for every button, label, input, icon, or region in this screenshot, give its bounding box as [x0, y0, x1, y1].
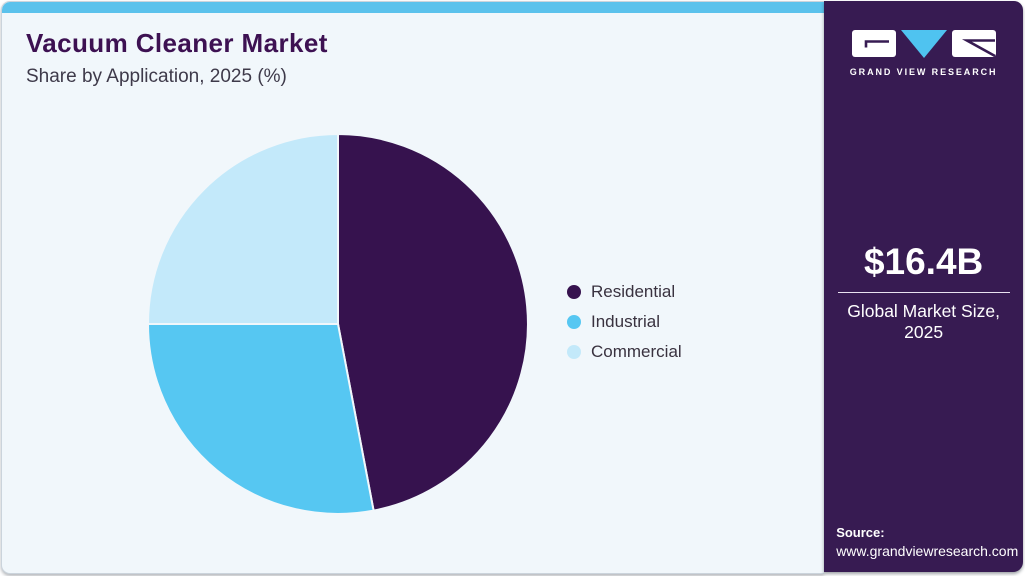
pie-slice-commercial [147, 133, 339, 325]
divider-line [837, 292, 1010, 293]
chart-subtitle: Share by Application, 2025 (%) [26, 66, 287, 87]
market-size-value: $16.4B [863, 241, 984, 282]
brand-sidebar: GRAND VIEW RESEARCH $16.4B Global Market… [824, 1, 1023, 572]
legend-item: Industrial [567, 307, 682, 337]
chart-header: Vacuum Cleaner Market Share by Applicati… [26, 28, 328, 88]
gvr-logo-icon [851, 30, 996, 58]
top-accent-bar [2, 2, 825, 13]
source-label: Source: [836, 525, 885, 540]
legend-item: Commercial [567, 337, 682, 367]
legend-label: Residential [591, 282, 676, 301]
legend-label: Industrial [591, 312, 660, 331]
legend-dot [567, 285, 581, 299]
chart-panel: Vacuum Cleaner Market Share by Applicati… [1, 1, 825, 574]
source-url: www.grandviewresearch.com [836, 543, 1019, 559]
legend-dot [567, 315, 581, 329]
brand-name: GRAND VIEW RESEARCH [849, 67, 998, 77]
brand-logo: GRAND VIEW RESEARCH [824, 28, 1023, 77]
source-block: Source: www.grandviewresearch.com [836, 525, 1018, 559]
market-size-label: Global Market Size, 2025 [847, 301, 1000, 342]
chart-title: Vacuum Cleaner Market [26, 28, 328, 58]
logo-g-icon [851, 30, 896, 57]
pie-slice-residential [337, 133, 529, 512]
chart-legend: Residential Industrial Commercial [567, 277, 682, 367]
logo-v-icon [900, 30, 947, 58]
pie-slice-industrial [147, 323, 375, 515]
legend-label: Commercial [591, 342, 682, 361]
legend-dot [567, 345, 581, 359]
legend-item: Residential [567, 277, 682, 307]
market-size-block: $16.4B Global Market Size, 2025 [824, 241, 1023, 343]
pie-chart [147, 133, 529, 515]
